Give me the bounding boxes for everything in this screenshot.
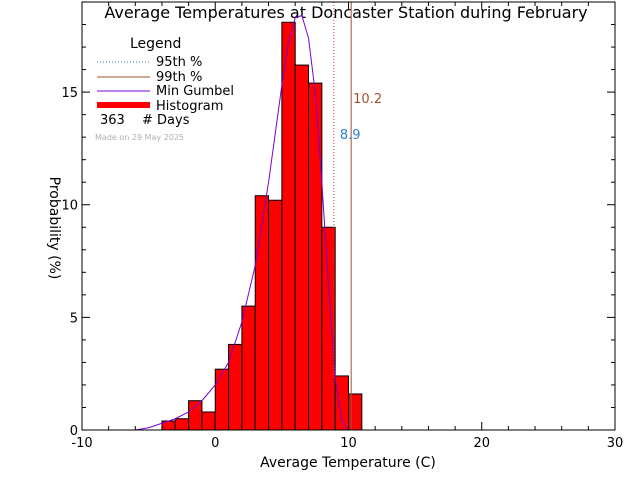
legend: Legend 95th % 99th % Min Gumbel Histogra… — [95, 36, 234, 142]
x-tick-label: 30 — [607, 436, 624, 451]
legend-95-label: 95th % — [156, 55, 202, 70]
histogram-bar — [201, 411, 216, 431]
histogram-bar — [268, 199, 283, 431]
made-on-note: Made on 29 May 2025 — [95, 133, 184, 142]
histogram-bar — [334, 375, 349, 431]
y-tick-label: 5 — [70, 311, 78, 326]
histogram-bar — [241, 305, 256, 431]
x-tick-label: 0 — [211, 436, 219, 451]
y-tick-label: 15 — [61, 86, 78, 101]
histogram-bar — [281, 21, 296, 431]
percentile-99-label: 10.2 — [353, 92, 382, 107]
histogram-bar — [294, 64, 310, 431]
percentile-95-label: 8.9 — [340, 128, 361, 143]
gumbel-curve — [135, 14, 349, 431]
x-tick-label: 20 — [473, 436, 490, 451]
y-axis-label: Probability (%) — [46, 177, 62, 280]
y-tick-label: 0 — [70, 424, 78, 439]
x-tick-label: 10 — [340, 436, 357, 451]
legend-histogram-label: Histogram — [156, 99, 223, 114]
histogram-bars — [161, 21, 363, 431]
histogram-bar — [174, 418, 190, 431]
legend-gumbel-label: Min Gumbel — [156, 84, 234, 99]
histogram-bar — [188, 400, 203, 431]
legend-days-label: # Days — [142, 113, 190, 128]
histogram-bar — [214, 368, 230, 431]
y-tick-label: 10 — [61, 199, 78, 214]
chart-title: Average Temperatures at Doncaster Statio… — [104, 3, 587, 22]
histogram-bar — [321, 226, 336, 431]
x-tick-label: -10 — [71, 436, 92, 451]
histogram-bar — [308, 82, 323, 431]
legend-99-label: 99th % — [156, 70, 202, 85]
histogram-bar — [254, 195, 270, 431]
x-axis-label: Average Temperature (C) — [260, 455, 436, 471]
legend-histogram-swatch — [97, 102, 150, 108]
legend-days-count: 363 — [100, 113, 125, 128]
legend-title: Legend — [130, 36, 181, 52]
histogram-bar — [348, 393, 363, 431]
